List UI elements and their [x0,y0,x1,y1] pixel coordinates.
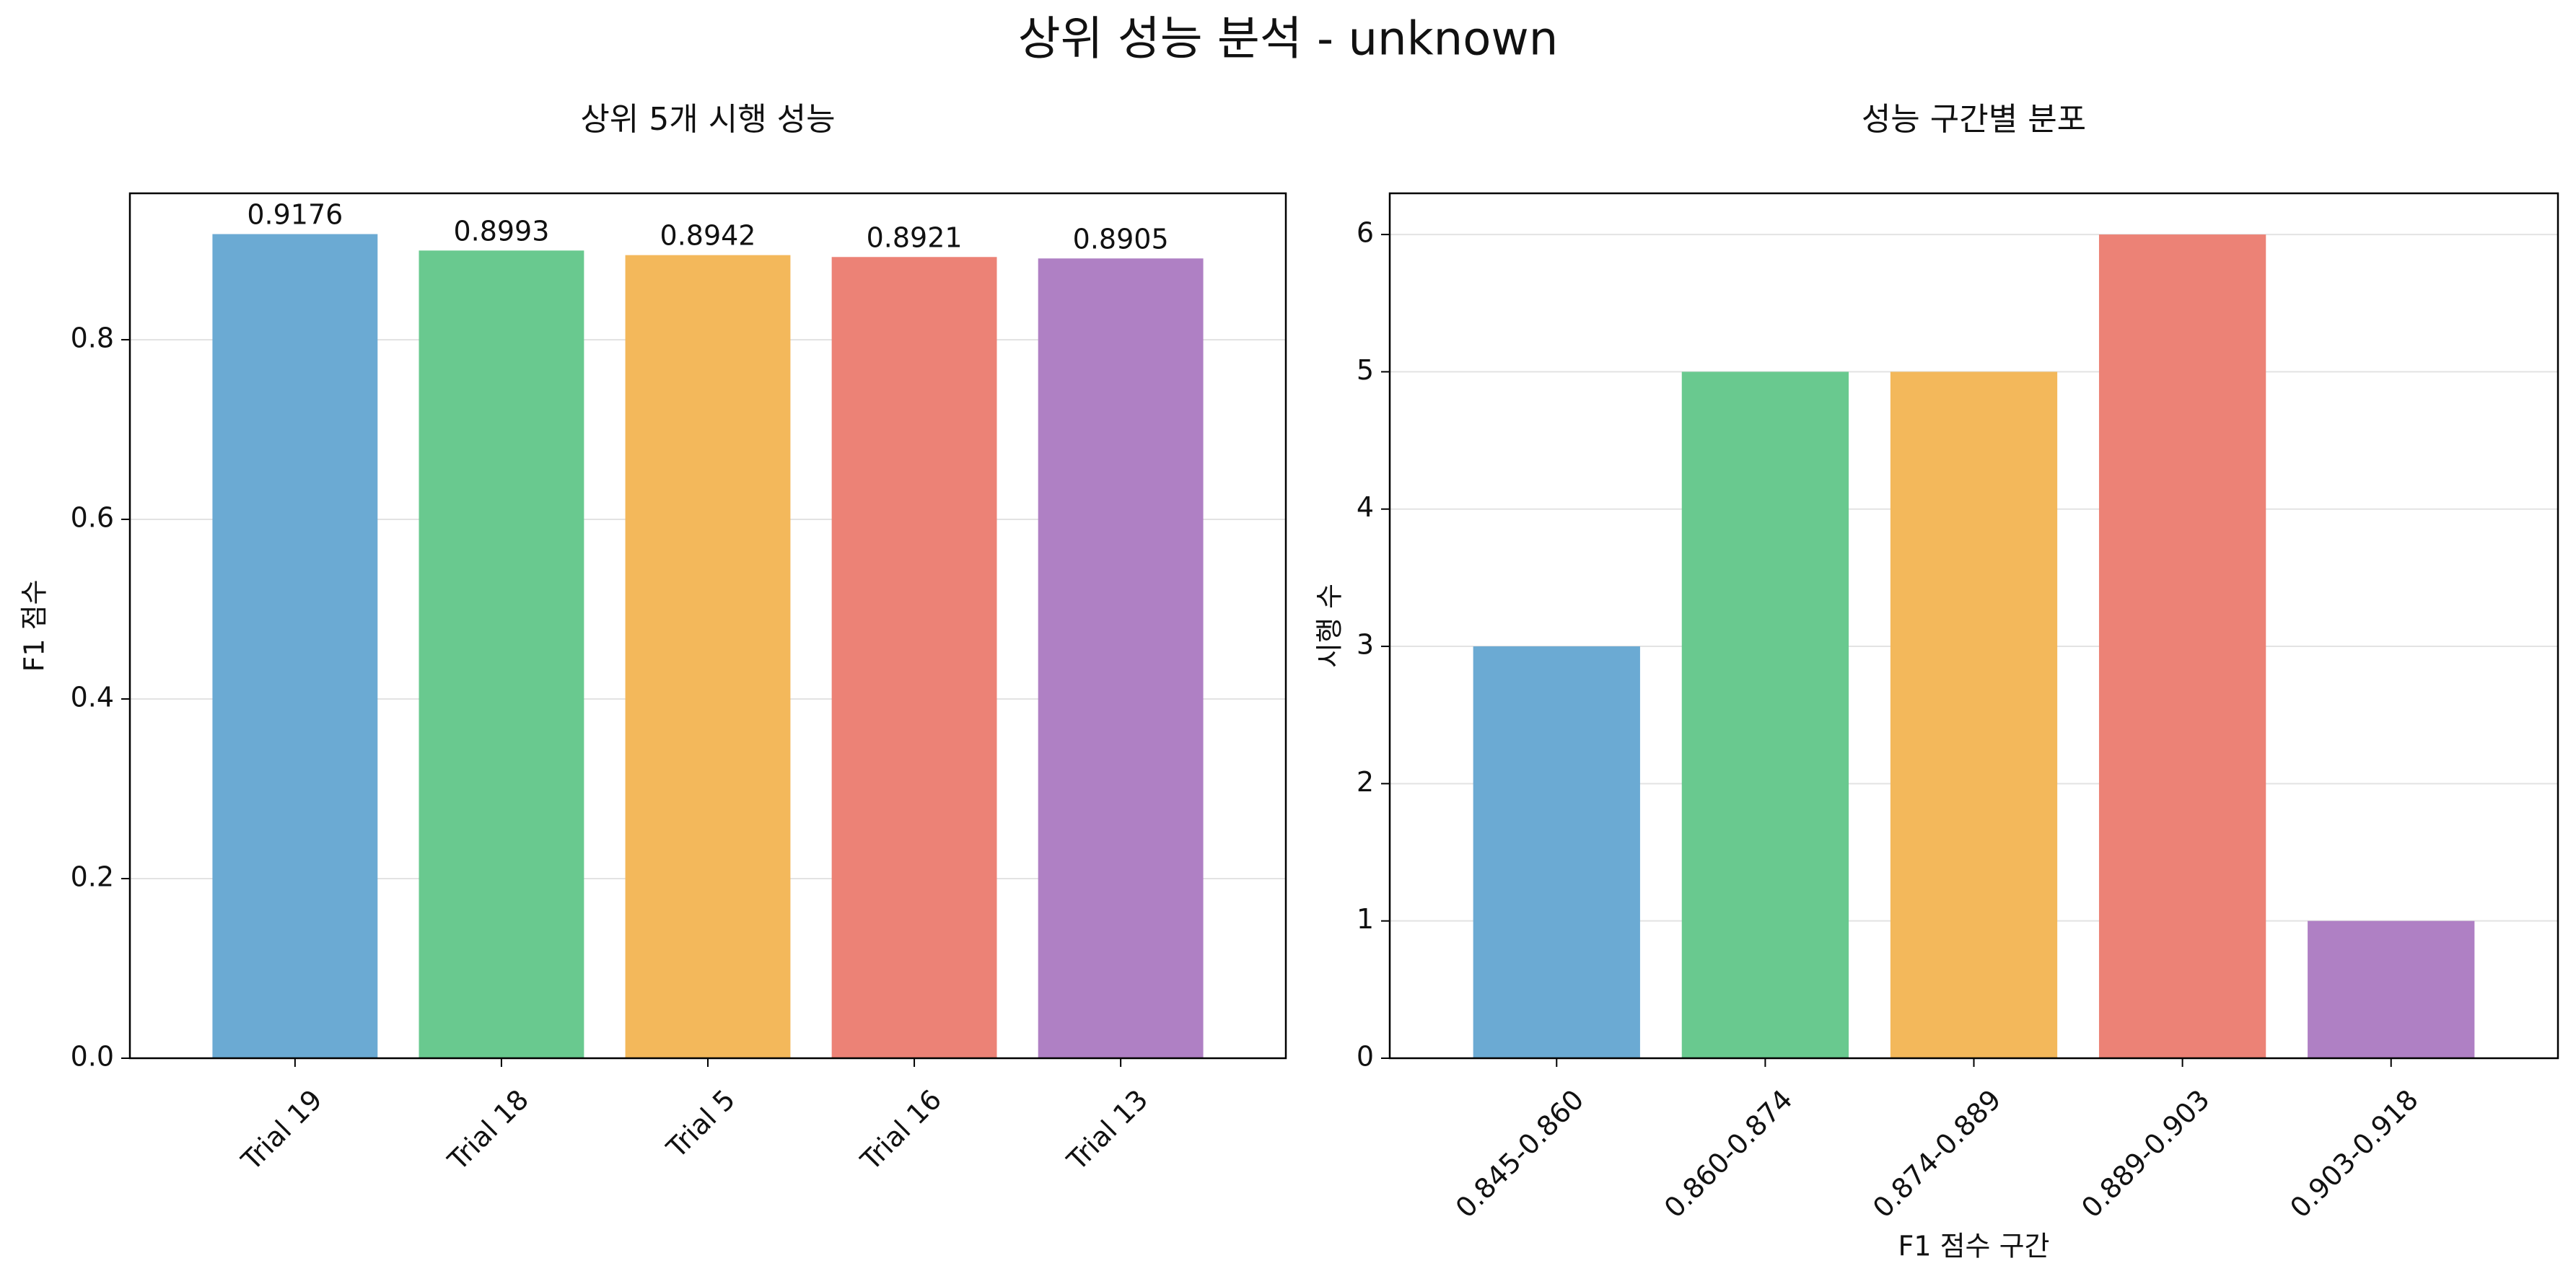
data-label: 0.8993 [453,215,549,247]
y-tick-label: 0 [1357,1041,1374,1073]
bar [1681,371,1849,1058]
bar [419,250,584,1058]
x-tick-label: 0.903-0.918 [2284,1083,2424,1224]
panel-title: 상위 5개 시행 성능 [580,101,835,138]
x-tick-label: 0.845-0.860 [1450,1083,1590,1224]
y-tick-label: 0.2 [71,861,114,892]
y-tick-label: 3 [1357,629,1374,661]
y-tick-label: 5 [1357,354,1374,386]
y-tick-label: 1 [1357,903,1374,935]
y-tick-label: 0.8 [71,322,114,353]
chart-panel-2: 성능 구간별 분포 0.845-0.860 0.860-0.874 0.874-0.8… [1314,101,2559,1262]
x-tick-label: 0.860-0.874 [1658,1083,1799,1224]
bar [2308,920,2475,1058]
chart-panel-1: 상위 5개 시행 성능 0.9176 Trial 19 0.8993 Trial 18 0… [19,101,1287,1177]
data-label: 0.8905 [1073,223,1169,255]
data-label: 0.8942 [660,220,756,252]
y-tick-label: 0.0 [71,1041,114,1073]
x-tick-label: Trial 16 [854,1083,947,1177]
y-tick-label: 2 [1357,766,1374,798]
y-tick-label: 4 [1357,491,1374,523]
panel-title: 성능 구간별 분포 [1862,101,2086,138]
data-label: 0.8921 [867,221,963,253]
bar [1038,258,1204,1059]
x-tick-label: Trial 13 [1061,1083,1154,1177]
axes-frame [1388,192,2559,1060]
data-label: 0.9176 [247,199,343,231]
x-tick-label: Trial 5 [660,1083,741,1164]
bar [212,234,378,1058]
axes-frame [128,192,1287,1060]
x-tick-label: 0.889-0.903 [2075,1083,2216,1224]
bar [625,255,791,1058]
y-axis-label: F1 점수 [19,579,51,672]
bar [1890,371,2058,1058]
y-tick-label: 0.6 [71,501,114,533]
y-tick-label: 0.4 [71,681,114,713]
y-axis-label: 시행 수 [1314,584,1346,668]
bar [1473,646,1640,1058]
x-axis-label: F1 점수 구간 [1898,1231,2049,1262]
bar [831,257,997,1059]
x-tick-label: Trial 19 [235,1083,328,1177]
figure-title: 상위 성능 분석 - unknown [1018,13,1559,66]
bar [2098,234,2266,1059]
x-tick-label: Trial 18 [442,1083,535,1177]
y-tick-label: 6 [1357,217,1374,249]
x-tick-label: 0.874-0.889 [1867,1083,2007,1224]
